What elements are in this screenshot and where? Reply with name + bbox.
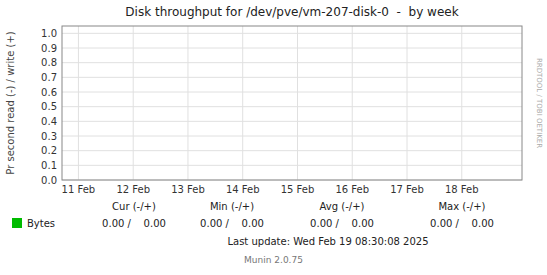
y-tick-label: 0.0 (41, 175, 57, 186)
y-grid-line (62, 62, 522, 63)
y-grid-line (62, 48, 522, 49)
x-tick-label: 12 Feb (116, 184, 150, 195)
legend-swatch (12, 218, 22, 228)
x-tick-label: 16 Feb (335, 184, 369, 195)
x-tick-label: 17 Feb (390, 184, 424, 195)
x-tick-label: 14 Feb (226, 184, 260, 195)
footer-value: 0.00 / 0.00 (200, 218, 264, 229)
y-grid-line (62, 165, 522, 166)
y-grid-line (62, 77, 522, 78)
plot-frame (62, 26, 522, 180)
footer-header: Min (-/+) (210, 201, 254, 212)
chart: Disk throughput for /dev/pve/vm-207-disk… (0, 0, 547, 275)
y-grid-line (62, 106, 522, 107)
footer-header: Cur (-/+) (112, 201, 156, 212)
y-axis-label: Pr second read (-) / write (+) (5, 31, 16, 174)
y-tick-label: 0.8 (41, 57, 57, 68)
y-grid-line (62, 136, 522, 137)
x-grid-line (461, 26, 462, 180)
x-grid-line (352, 26, 353, 180)
last-update: Last update: Wed Feb 19 08:30:08 2025 (227, 236, 428, 247)
footer-value: 0.00 / 0.00 (310, 218, 374, 229)
x-tick-label: 18 Feb (445, 184, 479, 195)
x-tick-label: 13 Feb (171, 184, 205, 195)
y-tick-label: 0.1 (41, 160, 57, 171)
y-grid-line (62, 33, 522, 34)
y-tick-label: 0.5 (41, 101, 57, 112)
munin-text: Munin 2.0.75 (244, 255, 303, 265)
x-grid-line (297, 26, 298, 180)
title: Disk throughput for /dev/pve/vm-207-disk… (125, 5, 458, 19)
y-grid-line (62, 121, 522, 122)
rrdtool-text: RRDTOOL / TOBI OETIKER (535, 58, 543, 148)
x-grid-line (133, 26, 134, 180)
x-grid-line (187, 26, 188, 180)
x-grid-line (242, 26, 243, 180)
footer-value: 0.00 / 0.00 (102, 218, 166, 229)
legend-label: Bytes (27, 218, 55, 229)
x-grid-line (407, 26, 408, 180)
y-tick-label: 0.7 (41, 72, 57, 83)
footer-value: 0.00 / 0.00 (430, 218, 494, 229)
y-grid-line (62, 92, 522, 93)
x-tick-label: 15 Feb (281, 184, 315, 195)
y-tick-label: 0.3 (41, 131, 57, 142)
grid (62, 26, 522, 180)
y-tick-label: 0.2 (41, 145, 57, 156)
legend: Bytes (12, 218, 55, 229)
x-tick-label: 11 Feb (62, 184, 96, 195)
y-tick-label: 1.0 (41, 28, 57, 39)
footer-header: Max (-/+) (438, 201, 485, 212)
y-tick-label: 0.4 (41, 116, 57, 127)
x-grid-line (78, 26, 79, 180)
y-tick-label: 0.9 (41, 43, 57, 54)
y-grid-line (62, 150, 522, 151)
footer-header: Avg (-/+) (320, 201, 365, 212)
y-tick-label: 0.6 (41, 87, 57, 98)
